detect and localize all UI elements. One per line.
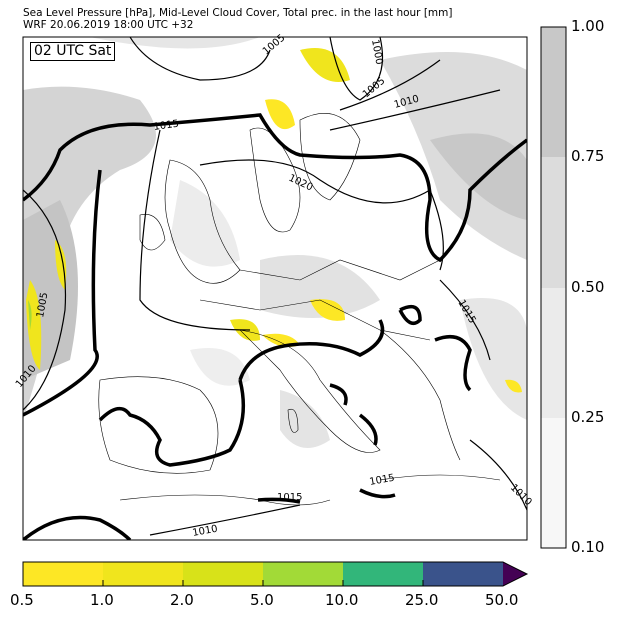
map-frame [22,36,528,541]
cloud-band [541,418,566,548]
precip-tick: 1.0 [90,591,114,609]
cloud-band [541,288,566,418]
precip-band [183,562,263,586]
precip-band [343,562,423,586]
isobar-label: 1000 [369,39,384,66]
precip-band [103,562,183,586]
precip-band [263,562,343,586]
precip-tick: 50.0 [485,591,519,609]
isobar-label: 1015 [369,473,396,488]
isobar-label: 1015 [153,119,180,133]
precip-tick: 2.0 [170,591,194,609]
precip-band [23,562,103,586]
map-subtitle: WRF 20.06.2019 18:00 UTC +32 [23,19,194,31]
precip-extend-arrow [503,562,527,586]
isobars [23,37,527,540]
isobar-label: 1010 [192,524,219,539]
cloud-band [541,27,566,157]
precip-tick: 25.0 [405,591,439,609]
isobar-label: 1015 [277,492,302,503]
map-title: Sea Level Pressure [hPa], Mid-Level Clou… [23,7,453,19]
cloud-tick: 1.00 [571,17,605,35]
cloud-tick: 0.75 [571,147,605,165]
cloud-band [541,157,566,288]
cloud-tick: 0.10 [571,538,605,556]
valid-time-label: 02 UTC Sat [30,42,116,61]
cloud-colorbar [540,26,567,549]
precip-colorbar [22,561,529,587]
precip-tick: 0.5 [10,591,34,609]
precip-band [423,562,503,586]
isobar-label: 1005 [35,292,50,319]
cloud-tick: 0.25 [571,408,605,426]
precip-tick: 5.0 [250,591,274,609]
precip-tick: 10.0 [325,591,359,609]
cloud-tick: 0.50 [571,278,605,296]
